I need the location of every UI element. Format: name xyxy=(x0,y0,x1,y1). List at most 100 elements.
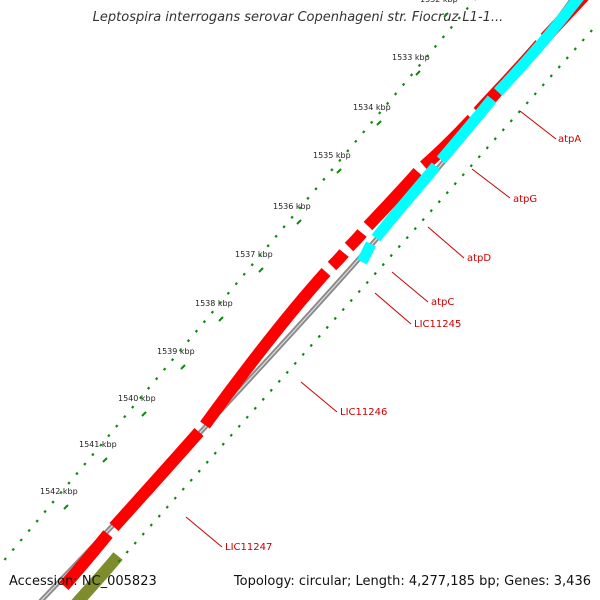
minor-tick xyxy=(149,523,153,527)
minor-tick xyxy=(381,262,385,267)
minor-tick xyxy=(405,235,409,240)
minor-tick xyxy=(525,101,529,105)
scale-tick-mark xyxy=(218,316,224,322)
minor-tick xyxy=(322,177,326,181)
minor-tick xyxy=(261,397,265,401)
scale-tick-label: 1535 kbp xyxy=(313,151,351,160)
minor-tick xyxy=(301,352,305,357)
minor-tick xyxy=(157,514,161,518)
minor-tick xyxy=(437,200,441,204)
gene-label[interactable]: atpD xyxy=(467,253,491,264)
map-title: Leptospira interrogans serovar Copenhage… xyxy=(92,10,504,25)
minor-tick xyxy=(11,547,15,552)
minor-tick xyxy=(389,253,393,258)
minor-tick xyxy=(27,528,31,533)
minor-tick xyxy=(433,44,438,49)
gene-leader-line xyxy=(391,271,429,303)
minor-tick xyxy=(35,519,39,523)
minor-tick xyxy=(125,550,129,554)
minor-tick xyxy=(274,234,278,238)
gene-labels: atpA atpG atpD atpC LIC11245 LIC11246 LIC11247 xyxy=(185,110,581,553)
minor-tick xyxy=(221,442,225,446)
minor-tick xyxy=(218,301,222,305)
gene-leader-line xyxy=(427,226,465,259)
gene-arrow[interactable] xyxy=(344,229,367,252)
minor-tick xyxy=(453,182,457,186)
scale-tick-mark xyxy=(296,219,302,225)
scale-tick-mark xyxy=(102,457,108,463)
minor-tick xyxy=(141,532,145,536)
topology-summary: Topology: circular; Length: 4,277,185 bp… xyxy=(233,574,591,589)
scale-tick-label: 1540 kbp xyxy=(118,394,156,403)
gene-label[interactable]: atpG xyxy=(513,194,537,205)
minor-tick xyxy=(170,358,175,362)
minor-tick xyxy=(373,271,377,276)
minor-tick xyxy=(245,415,249,419)
minor-tick xyxy=(349,298,353,303)
minor-tick xyxy=(165,505,169,509)
minor-tick xyxy=(3,557,7,561)
minor-tick xyxy=(421,217,425,222)
gene-arrow[interactable] xyxy=(109,428,204,532)
gene-arrow[interactable] xyxy=(59,530,113,590)
gene-arrow[interactable] xyxy=(493,0,584,96)
minor-tick xyxy=(43,509,47,514)
scale-ticks: 1532 kbp 1533 kbp 1534 kbp 1535 kbp 1536 kbp… xyxy=(3,0,593,563)
minor-tick xyxy=(67,481,71,485)
minor-tick xyxy=(589,29,593,33)
minor-tick xyxy=(117,559,121,563)
gene-arrow[interactable] xyxy=(357,241,376,265)
minor-tick xyxy=(493,137,497,141)
scale-tick-label: 1534 kbp xyxy=(353,103,391,112)
gene-label[interactable]: atpA xyxy=(558,134,581,145)
gene-arrow[interactable] xyxy=(200,267,331,429)
minor-tick xyxy=(197,469,201,473)
minor-tick xyxy=(409,73,414,77)
minor-tick xyxy=(501,128,505,132)
minor-tick xyxy=(99,443,103,447)
minor-tick xyxy=(75,471,79,476)
minor-tick xyxy=(425,54,430,58)
gene-label[interactable]: LIC11245 xyxy=(414,319,461,330)
minor-tick xyxy=(250,263,254,267)
minor-tick xyxy=(385,101,390,106)
gene-arrow[interactable] xyxy=(436,95,497,164)
minor-tick xyxy=(306,196,310,200)
gene-arrow[interactable] xyxy=(327,249,349,271)
minor-tick xyxy=(393,92,398,96)
gene-label[interactable]: LIC11246 xyxy=(340,407,387,418)
gene-leader-line xyxy=(300,381,338,413)
accession-text: Accession: NC_005823 xyxy=(9,574,157,589)
scale-tick-mark xyxy=(443,12,449,18)
minor-tick xyxy=(533,92,537,96)
gene-arrow[interactable] xyxy=(363,168,423,231)
minor-tick xyxy=(210,310,214,314)
minor-tick xyxy=(441,35,446,39)
scale-tick-mark xyxy=(141,411,147,417)
minor-tick xyxy=(205,460,209,464)
minor-tick xyxy=(162,367,167,371)
minor-tick xyxy=(517,110,521,114)
gene-label[interactable]: atpC xyxy=(431,297,454,308)
minor-tick xyxy=(461,173,465,177)
minor-tick xyxy=(282,225,286,229)
minor-tick xyxy=(290,215,294,219)
gene-label[interactable]: LIC11247 xyxy=(225,542,272,553)
minor-tick xyxy=(465,6,469,11)
scale-tick-label: 1541 kbp xyxy=(79,440,117,449)
minor-tick xyxy=(365,280,369,285)
scale-tick-label: 1539 kbp xyxy=(157,347,195,356)
minor-tick xyxy=(266,244,270,248)
minor-tick xyxy=(573,47,577,51)
minor-tick xyxy=(338,158,342,163)
minor-tick xyxy=(253,406,257,410)
minor-tick xyxy=(314,187,318,191)
minor-tick xyxy=(346,149,350,153)
minor-tick xyxy=(333,316,337,321)
minor-tick xyxy=(107,433,111,438)
minor-tick xyxy=(186,339,191,343)
minor-tick xyxy=(362,130,366,134)
gene-arrow[interactable] xyxy=(371,162,441,242)
minor-tick xyxy=(173,496,177,500)
